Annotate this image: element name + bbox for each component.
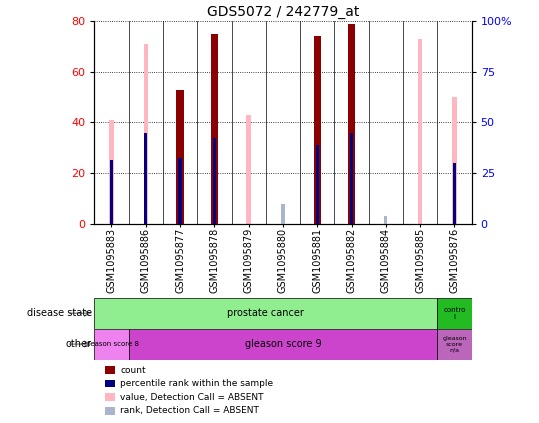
Bar (437, 329, 472, 360)
Bar (314, 36, 321, 224)
Text: other: other (66, 339, 92, 349)
Bar (384, 216, 388, 224)
Bar (418, 39, 423, 224)
Bar (281, 203, 285, 224)
Bar (110, 160, 113, 224)
Text: gleason score 8: gleason score 8 (84, 341, 139, 347)
Text: percentile rank within the sample: percentile rank within the sample (120, 379, 273, 388)
Text: value, Detection Call = ABSENT: value, Detection Call = ABSENT (120, 393, 264, 402)
Text: gleason
score
n/a: gleason score n/a (442, 336, 467, 352)
Text: gleason score 9: gleason score 9 (245, 339, 321, 349)
Bar (212, 115, 217, 224)
Bar (452, 97, 457, 224)
Bar (176, 90, 184, 224)
Bar (178, 158, 182, 224)
Bar (453, 163, 456, 224)
Bar (213, 137, 216, 224)
Text: prostate cancer: prostate cancer (227, 308, 304, 318)
Text: disease state: disease state (26, 308, 92, 318)
Bar (144, 132, 148, 224)
Bar (129, 329, 437, 360)
Text: count: count (120, 365, 146, 375)
Bar (348, 24, 355, 224)
Bar (94, 329, 129, 360)
Bar (211, 34, 218, 224)
Bar (350, 132, 353, 224)
Bar (246, 115, 251, 224)
Bar (437, 298, 472, 329)
Text: rank, Detection Call = ABSENT: rank, Detection Call = ABSENT (120, 406, 259, 415)
Bar (109, 120, 114, 224)
Bar (315, 145, 319, 224)
Text: contro
l: contro l (443, 307, 466, 320)
Title: GDS5072 / 242779_at: GDS5072 / 242779_at (207, 5, 359, 19)
Bar (143, 44, 148, 224)
Bar (281, 203, 285, 224)
